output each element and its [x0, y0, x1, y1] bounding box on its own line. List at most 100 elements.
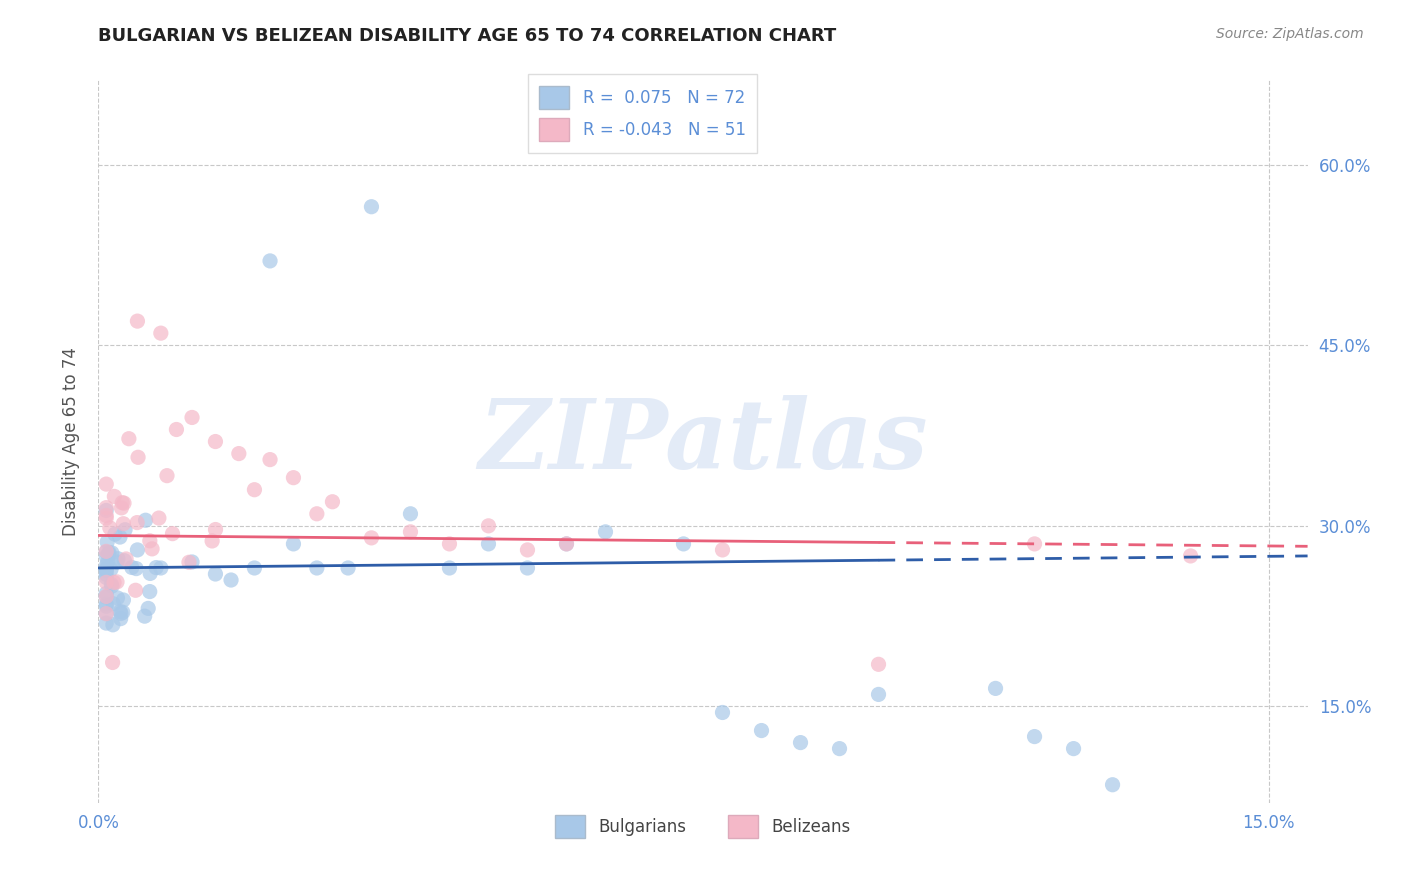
Point [1063, 741, 1085, 756]
Point [148, 511, 170, 525]
Point [101, 579, 124, 593]
Point [136, 601, 159, 615]
Point [555, 537, 578, 551]
Point [96, 607, 118, 621]
Point [321, 494, 343, 508]
Point [105, 574, 128, 589]
Point [201, 533, 224, 548]
Point [141, 541, 163, 556]
Point [101, 656, 124, 670]
Point [139, 533, 162, 548]
Point [1024, 537, 1046, 551]
Point [108, 605, 131, 619]
Point [103, 575, 125, 590]
Point [156, 468, 179, 483]
Point [751, 723, 773, 738]
Point [555, 537, 578, 551]
Point [360, 200, 382, 214]
Point [672, 537, 695, 551]
Point [127, 516, 149, 530]
Point [360, 531, 382, 545]
Point [96, 535, 118, 549]
Point [112, 496, 135, 510]
Point [101, 546, 124, 560]
Point [149, 326, 172, 341]
Point [305, 507, 328, 521]
Point [1101, 778, 1123, 792]
Point [96, 590, 118, 604]
Point [204, 567, 226, 582]
Point [984, 681, 1007, 696]
Point [96, 564, 118, 578]
Point [177, 555, 200, 569]
Point [127, 450, 149, 465]
Point [108, 530, 131, 544]
Point [181, 410, 204, 425]
Point [110, 612, 132, 626]
Point [101, 617, 124, 632]
Point [98, 546, 121, 560]
Point [96, 500, 118, 515]
Point [96, 607, 118, 621]
Point [96, 511, 118, 525]
Point [96, 503, 118, 517]
Point [98, 521, 121, 535]
Point [111, 496, 134, 510]
Point [1180, 549, 1202, 563]
Point [789, 735, 811, 749]
Point [97, 555, 120, 569]
Point [204, 523, 226, 537]
Point [305, 561, 328, 575]
Point [868, 687, 890, 701]
Point [283, 537, 305, 551]
Point [96, 570, 118, 584]
Text: BULGARIAN VS BELIZEAN DISABILITY AGE 65 TO 74 CORRELATION CHART: BULGARIAN VS BELIZEAN DISABILITY AGE 65 … [98, 27, 837, 45]
Point [105, 555, 128, 569]
Point [96, 559, 118, 574]
Point [135, 513, 157, 527]
Point [399, 507, 422, 521]
Point [97, 547, 120, 561]
Point [96, 616, 118, 631]
Point [96, 567, 118, 582]
Point [145, 560, 167, 574]
Point [204, 434, 226, 449]
Point [107, 551, 129, 566]
Point [96, 597, 118, 611]
Point [111, 605, 134, 619]
Point [96, 590, 118, 604]
Point [283, 471, 305, 485]
Point [711, 706, 734, 720]
Point [100, 577, 122, 591]
Point [104, 527, 127, 541]
Legend: Bulgarians, Belizeans: Bulgarians, Belizeans [548, 808, 858, 845]
Point [134, 609, 156, 624]
Point [96, 544, 118, 558]
Point [138, 584, 160, 599]
Point [139, 566, 162, 581]
Point [100, 562, 122, 576]
Point [337, 561, 360, 575]
Point [165, 423, 187, 437]
Point [181, 555, 204, 569]
Point [96, 586, 118, 600]
Point [96, 563, 118, 577]
Point [219, 573, 242, 587]
Point [127, 314, 149, 328]
Point [96, 599, 118, 614]
Point [103, 597, 125, 611]
Point [124, 583, 146, 598]
Point [439, 537, 461, 551]
Point [121, 560, 143, 574]
Point [399, 524, 422, 539]
Point [96, 575, 118, 590]
Point [115, 552, 138, 566]
Text: ZIPatlas: ZIPatlas [478, 394, 928, 489]
Point [114, 523, 136, 537]
Point [107, 591, 129, 605]
Point [112, 554, 135, 568]
Point [96, 549, 118, 564]
Point [103, 490, 125, 504]
Point [243, 561, 266, 575]
Point [125, 561, 148, 575]
